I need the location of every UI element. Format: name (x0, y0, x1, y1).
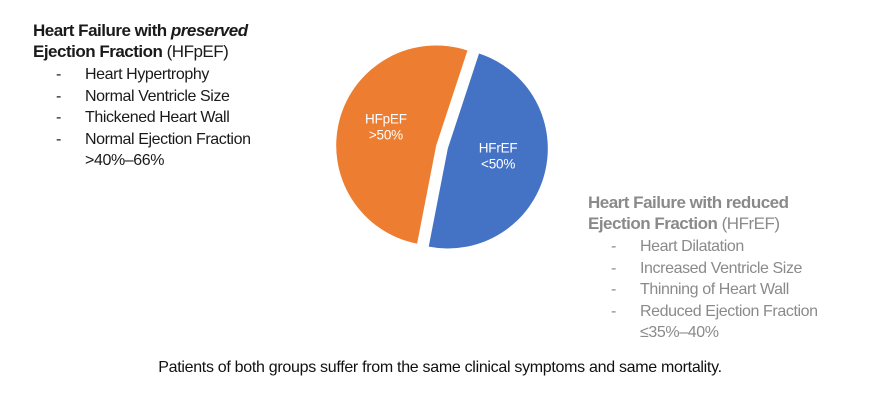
list-item-text: Normal Ventricle Size (85, 87, 230, 105)
list-item-text: Normal Ejection Fraction >40%–66% (85, 129, 323, 172)
pie-slice-label-hfpef: >50% (369, 127, 403, 142)
hfpef-heading-line1-prefix: Heart Failure with (33, 21, 171, 40)
hfref-bullet-list: - Heart Dilatation - Increased Ventricle… (588, 236, 880, 344)
list-item: - Increased Ventricle Size (588, 258, 880, 280)
bottom-caption: Patients of both groups suffer from the … (158, 359, 722, 376)
list-item: - Normal Ventricle Size (33, 86, 323, 108)
bullet-dash: - (56, 109, 61, 126)
pie-slice-hfref (428, 53, 548, 249)
list-item-line1: Reduced Ejection Fraction (640, 302, 818, 320)
hfpef-heading: Heart Failure with preserved Ejection Fr… (33, 20, 323, 62)
hfref-heading-line1: Heart Failure with reduced (588, 193, 789, 212)
hfref-heading: Heart Failure with reduced Ejection Frac… (588, 192, 880, 234)
bullet-dash: - (611, 302, 616, 320)
hfpef-heading-abbrev: (HFpEF) (162, 42, 229, 61)
hfpef-panel: Heart Failure with preserved Ejection Fr… (33, 20, 323, 172)
list-item-line2: >40%–66% (85, 152, 165, 169)
pie-chart: HFpEF>50% HFrEF<50% (336, 45, 548, 249)
list-item-line2: ≤35%–40% (640, 324, 719, 341)
hfref-heading-line2-bold: Ejection Fraction (588, 214, 718, 233)
list-item-text: Heart Dilatation (640, 238, 744, 255)
list-item: - Heart Hypertrophy (33, 64, 323, 86)
pie-slice-label-hfpef: HFpEF (365, 111, 407, 126)
pie-slice-hfpef (336, 45, 468, 244)
bullet-dash: - (611, 238, 616, 255)
bullet-dash: - (56, 66, 61, 83)
bullet-dash: - (56, 87, 61, 105)
hfref-panel: Heart Failure with reduced Ejection Frac… (588, 192, 880, 344)
list-item-line1: Normal Ejection Fraction (85, 130, 251, 148)
list-item: - Normal Ejection Fraction >40%–66% (33, 129, 323, 172)
hfref-heading-abbrev: (HFrEF) (717, 214, 780, 233)
list-item-text: Reduced Ejection Fraction ≤35%–40% (640, 301, 880, 344)
list-item-text: Increased Ventricle Size (640, 259, 803, 277)
list-item-text: Heart Hypertrophy (85, 66, 209, 83)
bullet-dash: - (56, 130, 61, 148)
pie-slice-label-hfref: <50% (481, 157, 515, 172)
list-item-text: Thickened Heart Wall (85, 109, 230, 126)
list-item: - Thickened Heart Wall (33, 107, 323, 129)
hfpef-heading-emphasis: preserved (170, 21, 248, 40)
bullet-dash: - (611, 281, 616, 298)
pie-chart-container: HFpEF >50% HFrEF <50% (330, 35, 554, 259)
list-item: - Thinning of Heart Wall (588, 279, 880, 301)
pie-slice-label-hfref: HFrEF (479, 141, 518, 156)
list-item-text: Thinning of Heart Wall (640, 281, 789, 298)
hfpef-bullet-list: - Heart Hypertrophy - Normal Ventricle S… (33, 64, 323, 172)
list-item: - Reduced Ejection Fraction ≤35%–40% (588, 301, 880, 344)
hfpef-heading-line2-bold: Ejection Fraction (33, 42, 163, 61)
bullet-dash: - (611, 259, 616, 277)
list-item: - Heart Dilatation (588, 236, 880, 258)
